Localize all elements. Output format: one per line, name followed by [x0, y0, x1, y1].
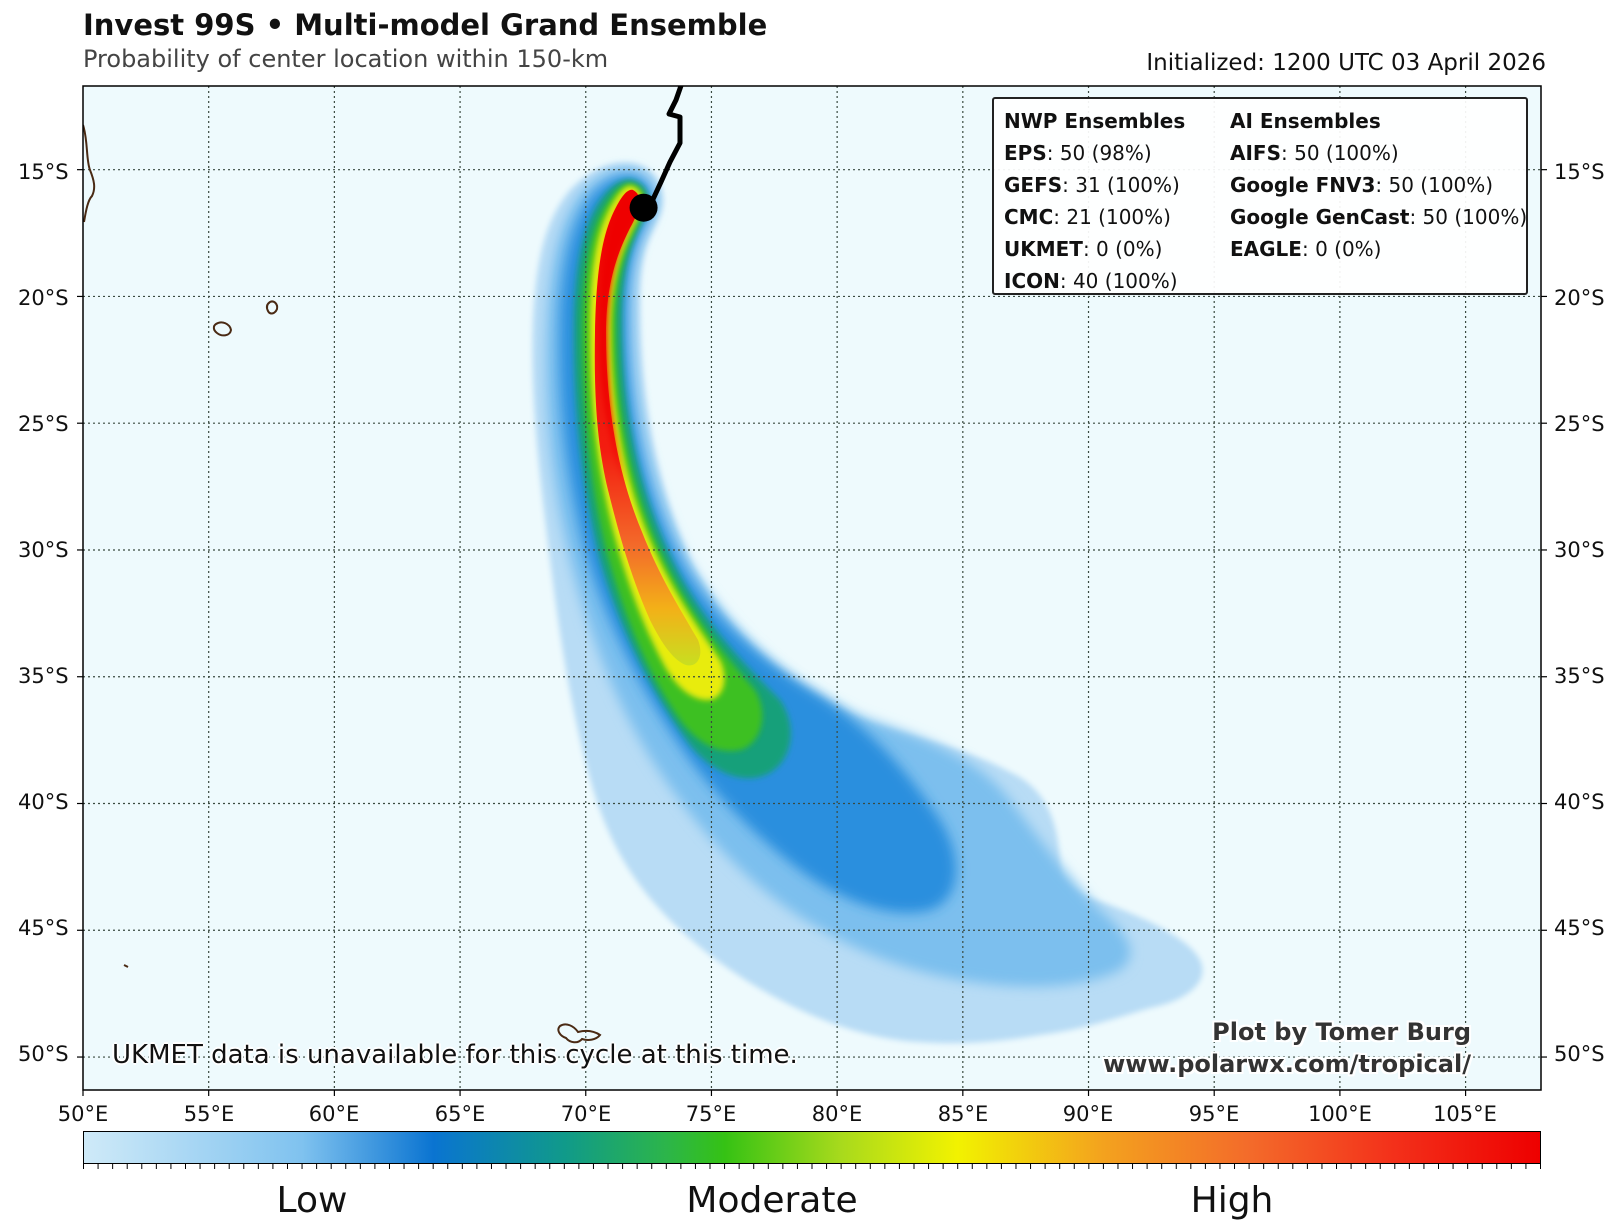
- swath-low-mid: [545, 169, 1131, 987]
- legend-model-name: AIFS: [1230, 141, 1281, 165]
- colorbar-label-high: High: [1190, 1180, 1274, 1221]
- lon-label: 65°E: [434, 1102, 486, 1126]
- lat-label-left: 25°S: [18, 412, 69, 436]
- swath-green: [582, 183, 763, 751]
- axis-ticks: [77, 169, 1547, 1096]
- lon-label: 50°E: [57, 1102, 109, 1126]
- lon-label: 70°E: [560, 1102, 612, 1126]
- lat-label-right: 35°S: [1554, 664, 1605, 688]
- lon-label: 85°E: [937, 1102, 989, 1126]
- lat-label-right: 45°S: [1554, 916, 1605, 940]
- storm-track: [645, 86, 684, 212]
- land-outlines: [83, 124, 602, 1044]
- nwp-ensembles-header: NWP Ensembles: [1004, 109, 1186, 133]
- lat-label-right: 30°S: [1554, 538, 1605, 562]
- colorbar-ticks: [83, 1164, 1541, 1169]
- ukmet-unavailable-note: UKMET data is unavailable for this cycle…: [112, 1040, 798, 1070]
- legend-model-name: Google GenCast: [1230, 205, 1410, 229]
- ensemble-legend: NWP Ensembles EPS: 50 (98%) GEFS: 31 (10…: [992, 97, 1528, 295]
- swath-red-peak: [600, 193, 638, 485]
- lat-label-right: 40°S: [1554, 790, 1605, 814]
- lat-label-left: 50°S: [18, 1042, 69, 1066]
- legend-row-eagle: EAGLE: 0 (0%): [1230, 233, 1527, 265]
- mauritius-island: [265, 300, 279, 315]
- lon-label: 105°E: [1433, 1102, 1497, 1126]
- lat-label-left: 35°S: [18, 664, 69, 688]
- legend-row-google-gencast: Google GenCast: 50 (100%): [1230, 201, 1527, 233]
- swath-blue-core: [559, 175, 957, 913]
- legend-model-count: : 21 (100%): [1053, 205, 1171, 229]
- legend-model-count: : 50 (100%): [1281, 141, 1399, 165]
- legend-model-count: : 50 (98%): [1046, 141, 1152, 165]
- legend-row-google-fnv3: Google FNV3: 50 (100%): [1230, 169, 1527, 201]
- legend-model-name: EPS: [1004, 141, 1047, 165]
- lon-label: 55°E: [183, 1102, 235, 1126]
- swath-high-core: [594, 189, 701, 666]
- ai-ensembles-header: AI Ensembles: [1230, 109, 1381, 133]
- legend-model-count: : 50 (100%): [1409, 205, 1528, 229]
- legend-row-cmc: CMC: 21 (100%): [1004, 201, 1185, 233]
- lon-label: 75°E: [685, 1102, 737, 1126]
- colorbar-label-moderate: Moderate: [686, 1180, 858, 1221]
- swath-teal: [573, 179, 791, 779]
- nwp-ensembles-column: NWP Ensembles EPS: 50 (98%) GEFS: 31 (10…: [1004, 105, 1185, 297]
- storm-center-marker: [629, 193, 658, 222]
- lat-label-left: 40°S: [18, 790, 69, 814]
- legend-model-count: : 31 (100%): [1062, 173, 1180, 197]
- legend-model-count: : 0 (0%): [1082, 237, 1163, 261]
- lon-label: 60°E: [308, 1102, 360, 1126]
- lat-label-right: 25°S: [1554, 412, 1605, 436]
- lat-label-left: 30°S: [18, 538, 69, 562]
- map-title: Invest 99S • Multi-model Grand Ensemble: [83, 8, 768, 42]
- probability-colorbar: [83, 1131, 1541, 1164]
- legend-model-name: ICON: [1004, 269, 1060, 293]
- crozet-island: [123, 964, 129, 968]
- legend-row-gefs: GEFS: 31 (100%): [1004, 169, 1185, 201]
- lon-label: 80°E: [811, 1102, 863, 1126]
- colorbar-label-low: Low: [276, 1180, 348, 1221]
- lat-label-right: 15°S: [1554, 160, 1605, 184]
- legend-model-count: : 0 (0%): [1301, 237, 1382, 261]
- legend-model-name: GEFS: [1004, 173, 1063, 197]
- initialized-time: Initialized: 1200 UTC 03 April 2026: [1146, 50, 1546, 76]
- plot-credit: Plot by Tomer Burg: [1212, 1018, 1471, 1046]
- legend-row-eps: EPS: 50 (98%): [1004, 137, 1185, 169]
- lon-label: 90°E: [1062, 1102, 1114, 1126]
- lat-label-right: 20°S: [1554, 286, 1605, 310]
- plot-frame: [82, 85, 1542, 1091]
- legend-row-icon: ICON: 40 (100%): [1004, 265, 1185, 297]
- kerguelen-islands: [557, 1023, 602, 1044]
- lat-label-left: 15°S: [18, 160, 69, 184]
- legend-row-aifs: AIFS: 50 (100%): [1230, 137, 1527, 169]
- legend-model-count: : 40 (100%): [1059, 269, 1178, 293]
- legend-model-name: UKMET: [1004, 237, 1083, 261]
- madagascar-coast: [83, 124, 96, 223]
- legend-model-name: Google FNV3: [1230, 173, 1376, 197]
- lat-label-left: 20°S: [18, 286, 69, 310]
- map-subtitle: Probability of center location within 15…: [83, 45, 609, 73]
- lon-label: 95°E: [1188, 1102, 1240, 1126]
- legend-model-count: : 50 (100%): [1375, 173, 1494, 197]
- lat-label-right: 50°S: [1554, 1042, 1605, 1066]
- ai-ensembles-column: AI Ensembles AIFS: 50 (100%) Google FNV3…: [1230, 105, 1527, 265]
- lat-label-left: 45°S: [18, 916, 69, 940]
- legend-model-name: EAGLE: [1230, 237, 1302, 261]
- legend-row-ukmet: UKMET: 0 (0%): [1004, 233, 1185, 265]
- legend-model-name: CMC: [1004, 205, 1054, 229]
- credit-website: www.polarwx.com/tropical/: [1103, 1050, 1471, 1078]
- reunion-island: [212, 321, 233, 337]
- lon-label: 100°E: [1308, 1102, 1372, 1126]
